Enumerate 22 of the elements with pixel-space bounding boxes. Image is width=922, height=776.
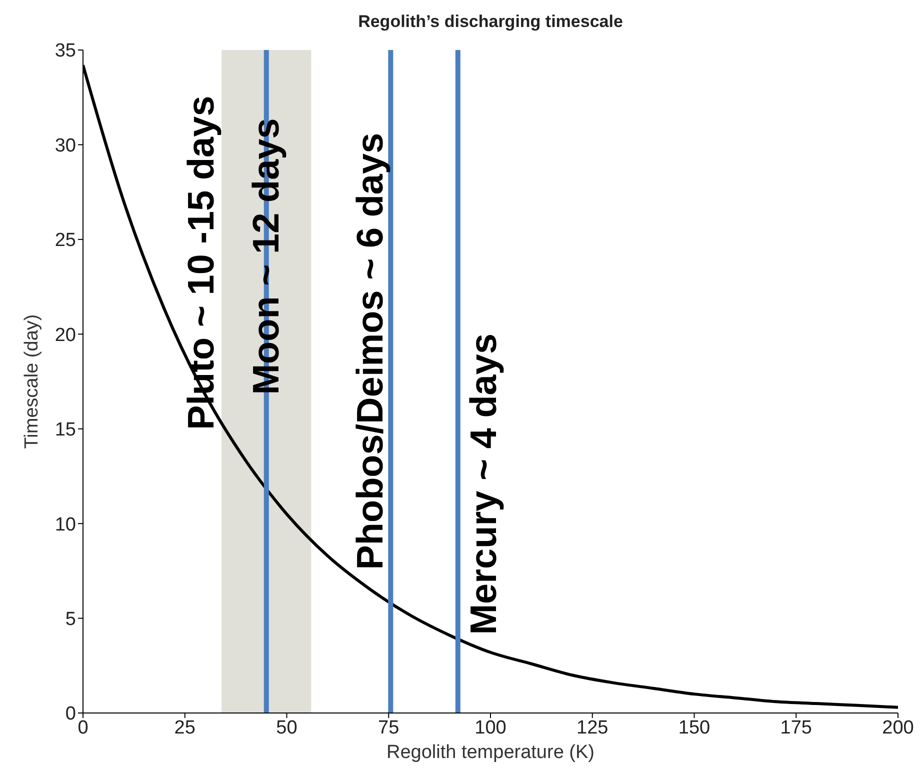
x-tick-label: 125 (576, 717, 608, 738)
ref-line-label: Phobos/Deimos ~ 6 days (350, 132, 391, 570)
x-tick-label: 75 (378, 717, 400, 738)
chart-title: Regolith’s discharging timescale (357, 12, 624, 32)
x-tick-label: 150 (678, 717, 710, 738)
y-tick-label: 0 (65, 704, 76, 725)
ref-line-label: Moon ~ 12 days (245, 118, 286, 395)
x-tick-label: 25 (174, 717, 196, 738)
y-tick-label: 5 (65, 609, 76, 630)
ref-line-label: Mercury ~ 4 days (462, 333, 504, 635)
x-tick-label: 100 (474, 717, 506, 738)
y-tick-label: 15 (54, 420, 76, 441)
x-tick-label: 200 (882, 717, 914, 738)
x-tick-label: 175 (780, 717, 812, 738)
x-tick-label: 50 (276, 717, 298, 738)
x-axis-title: Regolith temperature (K) (386, 742, 595, 763)
y-tick-label: 35 (54, 40, 76, 62)
y-axis-title: Timescale (day) (22, 314, 43, 449)
y-tick-label: 25 (54, 230, 76, 252)
y-tick-label: 20 (54, 324, 76, 346)
y-tick-label: 30 (54, 135, 76, 156)
y-tick-label: 10 (54, 514, 76, 536)
